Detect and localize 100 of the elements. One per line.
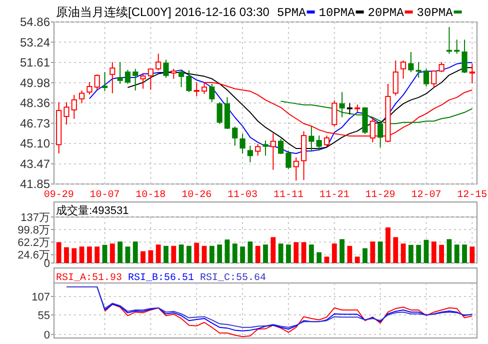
bar bbox=[378, 242, 383, 263]
y-tick-label: 51.61 bbox=[20, 56, 50, 70]
bar bbox=[462, 244, 467, 263]
chart-title: 成交量:493531 bbox=[56, 204, 129, 217]
candlestick bbox=[400, 60, 406, 80]
candlestick bbox=[156, 53, 162, 71]
bar bbox=[431, 242, 436, 263]
candlestick bbox=[194, 82, 200, 97]
bar bbox=[140, 251, 146, 263]
bar bbox=[263, 244, 268, 263]
y-tick-label: 55 bbox=[38, 310, 50, 322]
x-tick-label: 10-26 bbox=[182, 190, 212, 201]
candlestick bbox=[94, 74, 100, 90]
bar bbox=[301, 242, 306, 263]
candlestick bbox=[78, 90, 85, 104]
candlestick bbox=[209, 83, 215, 103]
y-tick-label: 43.47 bbox=[20, 157, 50, 172]
y-tick-label: 48.36 bbox=[20, 96, 50, 110]
bar bbox=[446, 239, 452, 263]
bar bbox=[217, 244, 222, 263]
bar bbox=[270, 237, 276, 263]
candlestick bbox=[446, 26, 452, 54]
bar bbox=[424, 240, 429, 263]
legend-label: 30PMA bbox=[416, 6, 454, 20]
bar bbox=[278, 244, 284, 263]
bar bbox=[64, 247, 69, 263]
candlestick bbox=[454, 39, 460, 54]
y-tick-label: 53.24 bbox=[20, 35, 50, 50]
candlestick bbox=[423, 68, 430, 87]
legend-label: 5PMA bbox=[277, 6, 307, 20]
bar bbox=[416, 244, 422, 263]
x-tick-label: 11-29 bbox=[365, 190, 396, 201]
candlestick bbox=[286, 150, 292, 170]
line-series bbox=[104, 304, 473, 338]
bar bbox=[86, 246, 92, 263]
x-tick-label: 11-11 bbox=[273, 190, 304, 201]
x-tick-label: 12-15 bbox=[457, 190, 488, 201]
candlestick bbox=[86, 82, 92, 95]
bar bbox=[79, 246, 84, 263]
bar bbox=[171, 246, 176, 263]
candlestick bbox=[431, 70, 437, 88]
bar bbox=[354, 256, 360, 263]
candlestick bbox=[240, 133, 246, 154]
text: RSI_A:51.93 bbox=[56, 273, 122, 284]
legend-label: 20PMA bbox=[368, 6, 405, 20]
candlestick bbox=[163, 59, 169, 78]
candlestick bbox=[308, 126, 314, 152]
candlestick bbox=[316, 135, 322, 152]
x-tick-label: 12-07 bbox=[411, 190, 442, 201]
bar bbox=[340, 239, 344, 263]
bar bbox=[232, 244, 238, 263]
candlestick bbox=[255, 143, 261, 156]
candlestick bbox=[216, 102, 222, 124]
y-tick-label: 0 bbox=[44, 329, 50, 342]
bar bbox=[156, 244, 161, 263]
bar bbox=[316, 252, 322, 263]
bar bbox=[194, 242, 200, 263]
candlestick bbox=[462, 39, 468, 74]
bar bbox=[248, 242, 253, 263]
x-tick-label: 11-03 bbox=[228, 190, 258, 201]
bar bbox=[386, 227, 390, 263]
candlestick bbox=[140, 74, 146, 90]
bar bbox=[110, 244, 115, 263]
candlestick bbox=[232, 126, 238, 146]
y-tick-label: 107 bbox=[32, 291, 50, 304]
candlestick bbox=[186, 70, 192, 93]
candlestick bbox=[110, 62, 116, 94]
bar bbox=[286, 244, 291, 263]
bar bbox=[255, 246, 260, 263]
bar bbox=[240, 246, 245, 263]
bar bbox=[202, 246, 207, 263]
bar bbox=[408, 244, 414, 263]
bar bbox=[439, 244, 444, 263]
candlestick bbox=[408, 52, 414, 73]
y-tick-label: 45.10 bbox=[20, 136, 50, 151]
candlestick bbox=[324, 135, 330, 148]
x-tick-label: 10-07 bbox=[90, 190, 120, 201]
chart-title: 原油当月连续[CL00Y] 2016-12-16 03:30 bbox=[56, 5, 270, 19]
candlestick bbox=[247, 145, 253, 163]
candlestick bbox=[416, 62, 422, 78]
y-tick-label: 137万 bbox=[20, 212, 50, 224]
bar bbox=[186, 246, 192, 263]
candlestick bbox=[102, 72, 108, 92]
candlestick bbox=[71, 94, 77, 120]
candlestick bbox=[64, 102, 70, 126]
bar bbox=[148, 250, 154, 263]
candlestick bbox=[124, 69, 131, 84]
bar bbox=[209, 246, 214, 263]
candlestick bbox=[346, 102, 352, 116]
bar bbox=[308, 244, 314, 263]
bar bbox=[470, 246, 475, 263]
candlestick bbox=[469, 63, 475, 84]
bar bbox=[125, 246, 130, 263]
bar bbox=[393, 237, 398, 263]
candlestick bbox=[332, 100, 338, 128]
bar bbox=[72, 248, 77, 263]
legend-label: 10PMA bbox=[318, 6, 356, 20]
candlestick bbox=[178, 70, 184, 88]
x-tick-label: 11-21 bbox=[319, 190, 350, 201]
bar bbox=[362, 248, 368, 263]
